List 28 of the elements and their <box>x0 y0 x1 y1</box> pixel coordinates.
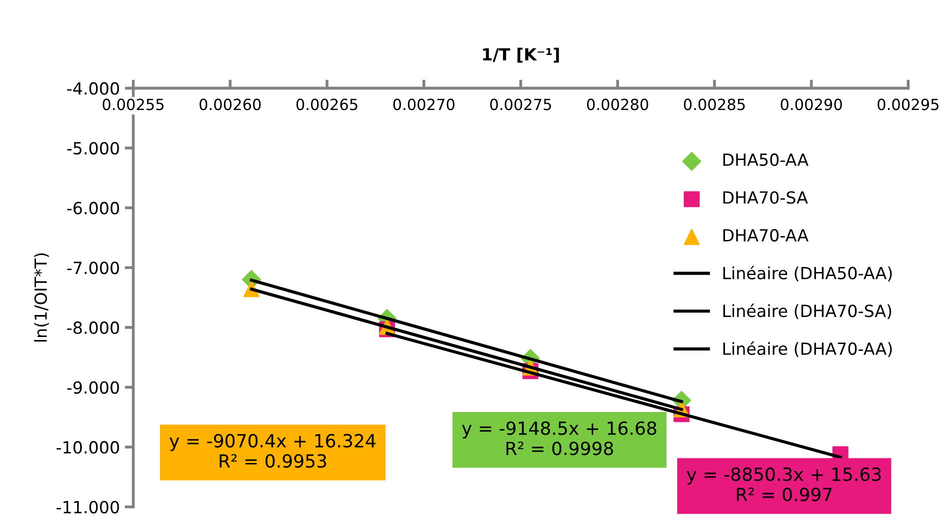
y-tick-label: -10.000 <box>56 441 119 454</box>
x-tick-label: 0.00275 <box>490 98 551 110</box>
y-tick-label: -6.000 <box>67 202 119 214</box>
legend-label: Linéaire (DHA70-SA) <box>723 304 892 320</box>
x-tick-label: 0.00295 <box>878 98 938 110</box>
x-tick-label: 0.00255 <box>102 98 164 110</box>
y-axis-title: ln(1/OIT*T) <box>34 253 49 342</box>
x-tick-label: 0.00265 <box>296 98 358 110</box>
y-tick-label: -11.000 <box>56 500 119 514</box>
y-tick-label: -4.000 <box>67 82 119 95</box>
legend-label: DHA70-AA <box>723 228 808 242</box>
x-axis-title: 1/T [K⁻¹] <box>483 48 559 63</box>
x-tick-label: 0.00270 <box>393 98 454 110</box>
annotation: y = -8850.3x + 15.63 R² = 0.997 <box>686 467 881 502</box>
legend-label: Linéaire (DHA50-AA) <box>723 266 892 282</box>
y-tick-label: -7.000 <box>67 262 119 274</box>
annotation: y = -9070.4x + 16.324 R² = 0.9953 <box>170 434 376 468</box>
x-tick-label: 0.00280 <box>587 98 648 110</box>
legend-label: Linéaire (DHA70-AA) <box>723 341 892 357</box>
x-tick-label: 0.00260 <box>200 98 261 110</box>
legend-label: DHA70-SA <box>723 191 808 204</box>
annotation: y = -9148.5x + 16.68 R² = 0.9998 <box>462 421 656 456</box>
legend-label: DHA50-AA <box>723 153 808 166</box>
y-tick-label: -8.000 <box>67 321 119 334</box>
y-tick-label: -9.000 <box>67 381 119 394</box>
y-tick-label: -5.000 <box>67 142 119 155</box>
x-tick-label: 0.00285 <box>684 98 745 110</box>
x-tick-label: 0.00290 <box>780 98 842 110</box>
